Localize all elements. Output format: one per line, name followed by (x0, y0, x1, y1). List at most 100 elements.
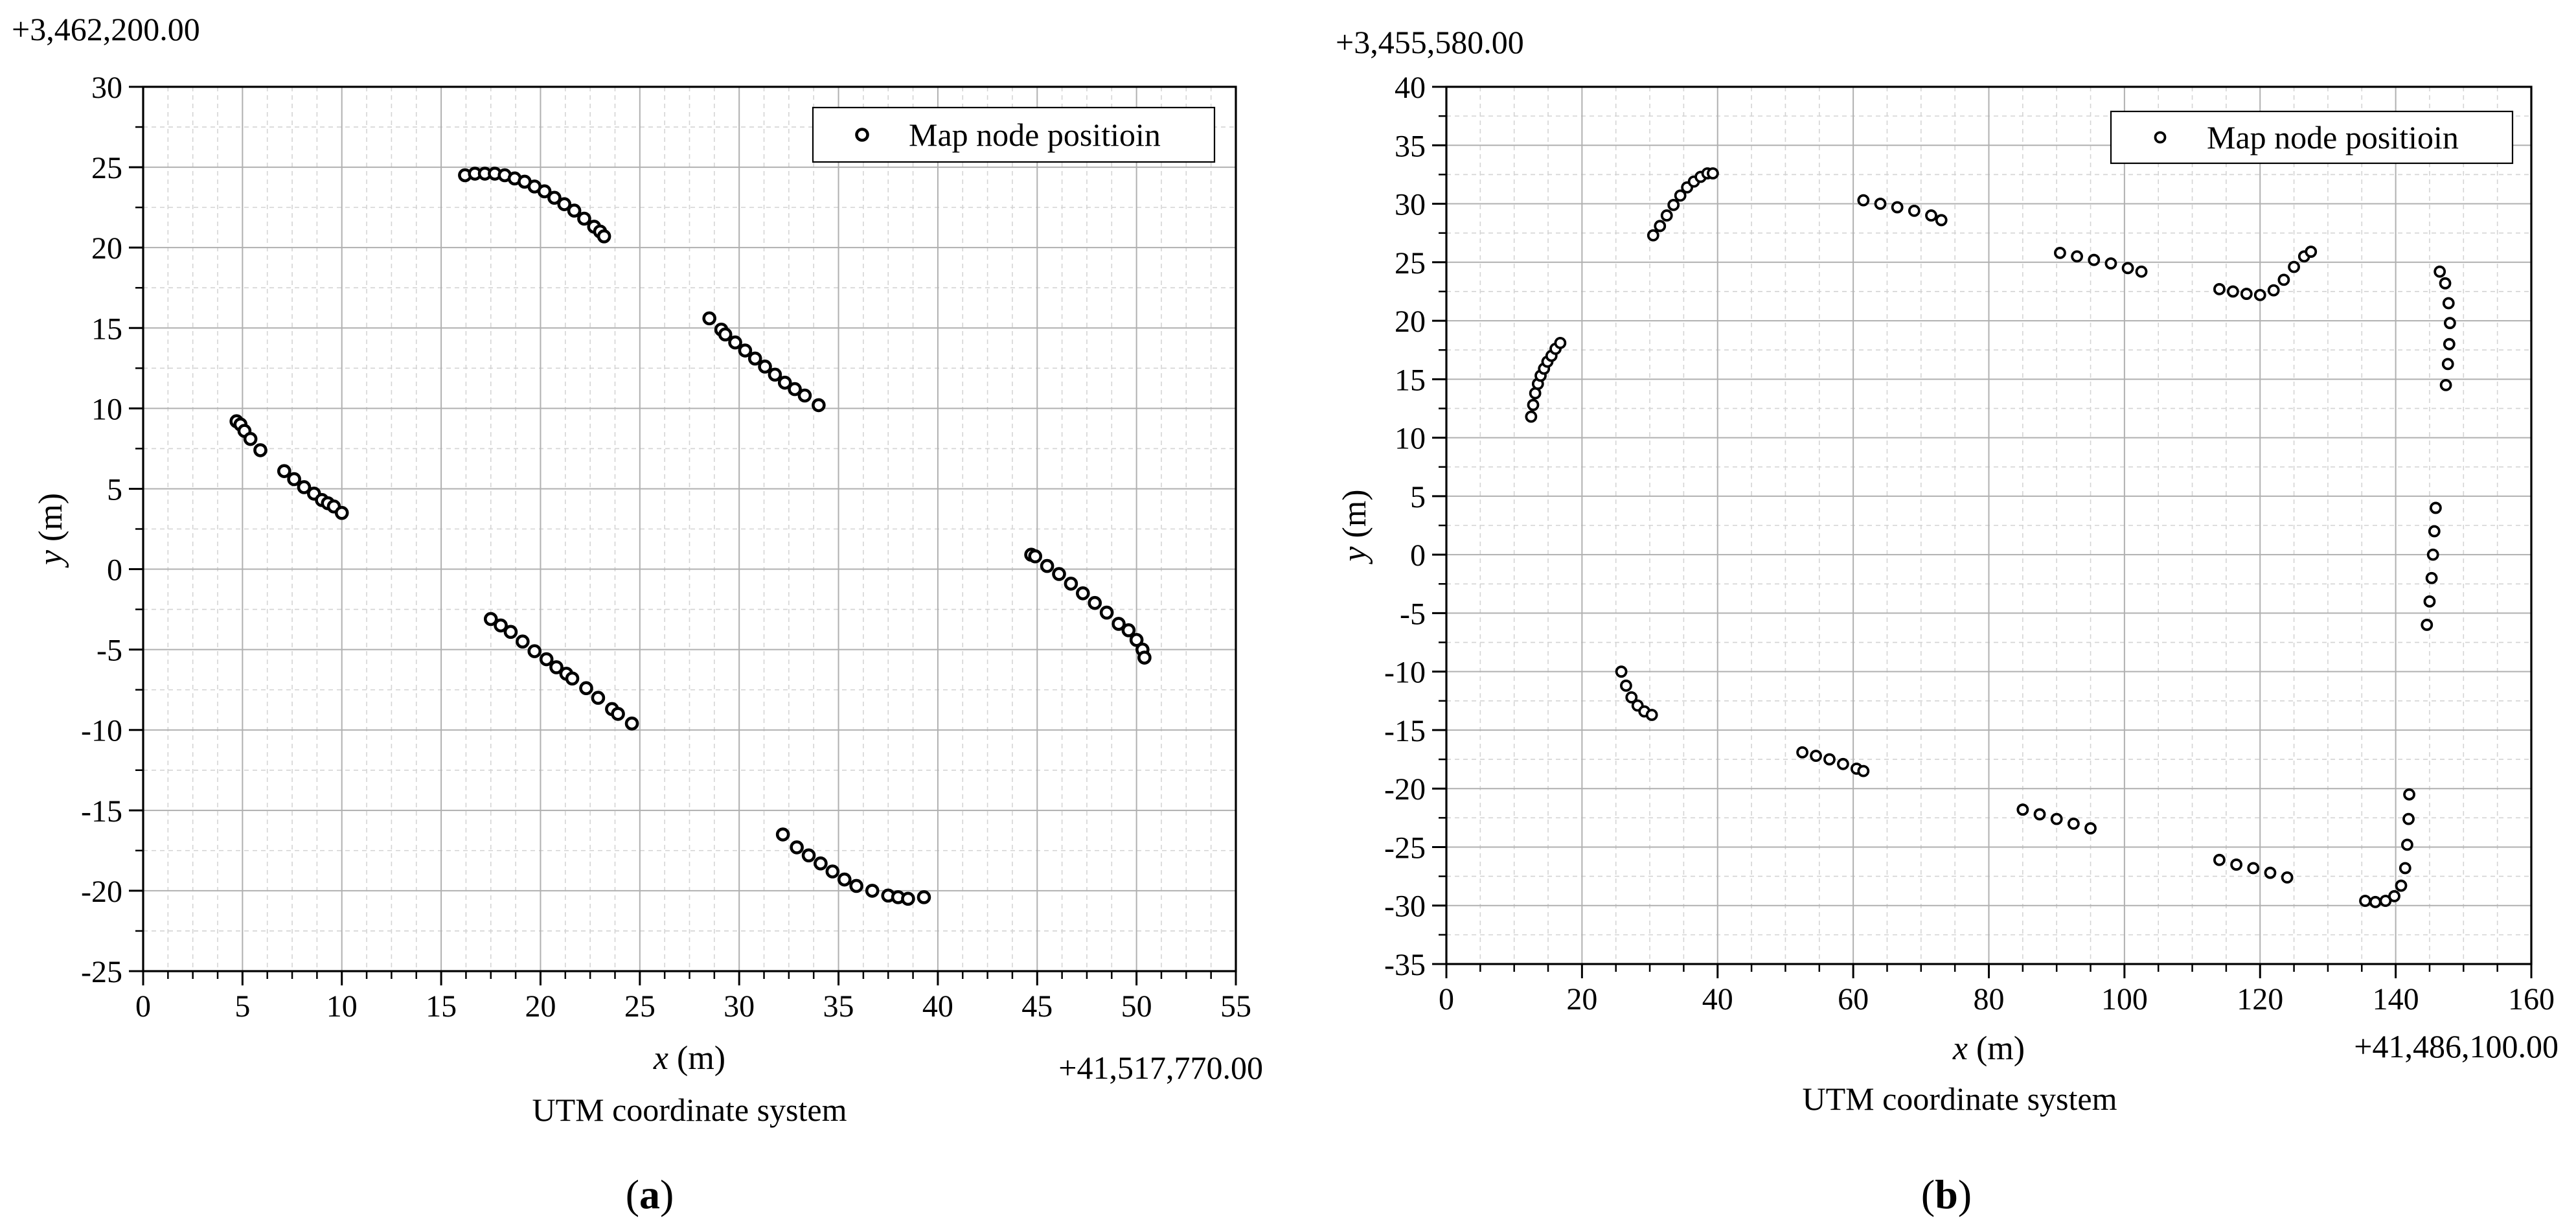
data-point (2054, 246, 2066, 259)
data-point (624, 717, 639, 731)
x-tick-label: 10 (326, 989, 358, 1024)
data-point (812, 398, 826, 413)
data-point (1625, 691, 1638, 704)
data-point (483, 612, 498, 626)
y-tick-label: 40 (1395, 71, 1426, 105)
data-point (539, 652, 554, 667)
data-point (2439, 378, 2452, 391)
data-point (2425, 571, 2438, 584)
data-point (702, 311, 716, 326)
data-point (2434, 265, 2446, 278)
data-point (865, 884, 880, 898)
data-point (577, 211, 591, 226)
data-point (565, 671, 580, 686)
data-point (2439, 277, 2452, 290)
x-tick-label: 0 (135, 989, 151, 1024)
data-point (253, 443, 268, 457)
data-point (2388, 890, 2400, 902)
data-point (527, 644, 542, 658)
data-point (2277, 273, 2290, 286)
y-tick-label: -25 (1384, 831, 1426, 865)
data-point (579, 681, 593, 695)
data-point (1615, 665, 1628, 678)
data-point (1660, 209, 1673, 222)
data-point (1527, 398, 1540, 411)
data-point (2403, 788, 2415, 801)
data-point (775, 827, 790, 842)
data-points (229, 167, 1152, 906)
data-point (788, 382, 802, 396)
y-tick-label: -35 (1384, 948, 1426, 982)
data-point (814, 856, 828, 871)
data-point (2441, 358, 2454, 371)
y-tick-label: 5 (1410, 480, 1426, 514)
data-point (1111, 617, 1126, 631)
data-point (2369, 895, 2382, 908)
data-point (611, 707, 625, 721)
data-point (2071, 250, 2083, 263)
x-tick-label: 30 (724, 989, 755, 1024)
data-point (758, 360, 772, 374)
data-point (591, 691, 606, 705)
y-tick-label: -30 (1384, 890, 1426, 924)
grid (142, 86, 1237, 972)
legend-marker (855, 128, 869, 142)
data-point (2264, 866, 2277, 879)
x-axis-title: x (m) (653, 1040, 725, 1077)
data-point (2379, 895, 2392, 907)
data-point (1823, 753, 1836, 766)
data-point (2426, 548, 2439, 561)
data-point (790, 840, 804, 855)
data-point (1525, 410, 1538, 423)
x-tick-label: 20 (1566, 982, 1597, 1017)
data-point (516, 634, 530, 649)
caption: UTM coordinate system (1802, 1081, 2117, 1117)
x-tick-label: 15 (426, 989, 457, 1024)
y-offset-label: +3,455,580.00 (1336, 24, 1524, 60)
y-tick-label: -25 (81, 955, 122, 989)
panel-label: (a) (626, 1171, 674, 1217)
y-axis-title-unit: (m) (32, 493, 69, 550)
data-point (1647, 229, 1659, 242)
data-point (768, 367, 782, 382)
x-tick-label: 80 (1974, 982, 2005, 1017)
data-point (2121, 262, 2134, 275)
data-point (2213, 282, 2226, 295)
data-point (1935, 214, 1948, 227)
data-point (2443, 338, 2456, 350)
panel-label-letter: a (639, 1171, 660, 1217)
axis-ticks (129, 86, 1237, 985)
chart-panel-a: 0 5 10 15 20 25 30 35 40 45 50 55 -25 -20 -15 -10 -5 0 5 10… (12, 11, 1263, 1217)
data-point (2402, 812, 2415, 825)
data-point (2213, 853, 2226, 866)
data-point (1908, 204, 1921, 217)
data-point (1076, 586, 1090, 601)
data-point (2240, 288, 2253, 300)
y-tick-label: 25 (91, 151, 122, 185)
data-point (2359, 895, 2371, 907)
data-point (1654, 220, 1667, 233)
chart-panel-b: 0 20 40 60 80 100 120 140 160-35-30-25-20-15-10-… (1336, 24, 2559, 1217)
data-point (2267, 284, 2280, 297)
y-tick-label: -20 (1384, 772, 1426, 807)
y-tick-label: 30 (1395, 188, 1426, 222)
legend-marker (2154, 131, 2167, 144)
data-point (777, 375, 792, 390)
data-point (849, 879, 863, 893)
data-point (2033, 808, 2046, 821)
axis-ticks (1432, 86, 2533, 978)
data-points (1525, 167, 2456, 908)
data-point (494, 618, 508, 633)
y-tick-label: 35 (1395, 129, 1426, 163)
y-tick-label: 0 (1410, 538, 1426, 573)
data-point (1707, 167, 1719, 179)
x-tick-label: 140 (2373, 982, 2419, 1017)
y-tick-label: 30 (91, 71, 122, 105)
y-axis-title: y (m) (32, 493, 69, 568)
data-point (334, 505, 349, 520)
x-tick-label: 100 (2101, 982, 2148, 1017)
data-point (287, 472, 301, 487)
data-point (243, 431, 258, 446)
data-point (1674, 189, 1687, 202)
y-tick-label: 20 (1395, 304, 1426, 339)
